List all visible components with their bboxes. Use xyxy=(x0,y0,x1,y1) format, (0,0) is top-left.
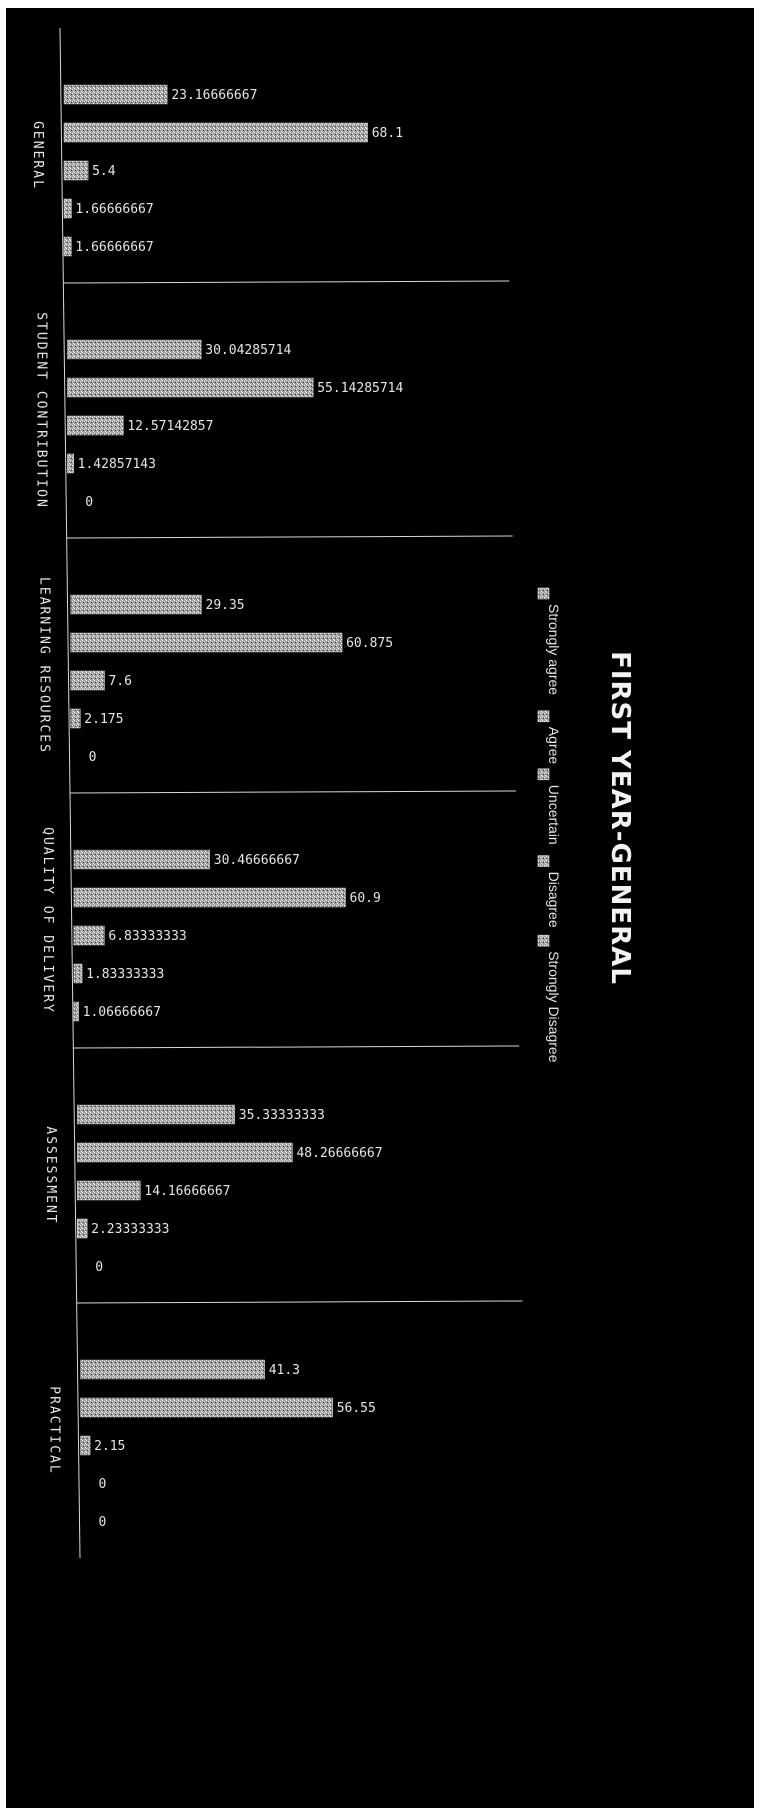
data-label: 35.33333333 xyxy=(239,1108,325,1123)
bar-2 xyxy=(80,1435,91,1456)
data-label: 56.55 xyxy=(337,1401,376,1416)
bar-1 xyxy=(70,632,343,653)
data-label: 41.3 xyxy=(269,1363,300,1378)
data-label: 1.66666667 xyxy=(75,240,153,255)
chart-title: FIRST YEAR-GENERAL xyxy=(605,651,635,985)
legend-swatch-3 xyxy=(537,855,550,867)
bar-0 xyxy=(63,84,168,105)
legend-swatch-1 xyxy=(537,710,550,723)
data-label: 0 xyxy=(95,1260,103,1275)
data-label: 55.14285714 xyxy=(317,381,403,396)
category-label: QUALITY OF DELIVERY xyxy=(40,827,55,1014)
legend-label-2: Uncertain xyxy=(546,785,562,845)
bar-1 xyxy=(73,887,346,908)
data-label: 0 xyxy=(89,750,97,765)
bar-0 xyxy=(67,339,202,360)
data-label: 30.04285714 xyxy=(205,343,291,358)
data-label: 14.16666667 xyxy=(144,1184,230,1199)
legend-label-0: Strongly agree xyxy=(546,604,562,695)
bar-3 xyxy=(67,453,74,474)
data-label: 30.46666667 xyxy=(214,853,300,868)
data-label: 2.175 xyxy=(84,712,123,727)
bar-2 xyxy=(67,415,124,436)
legend-swatch-4 xyxy=(537,934,550,947)
bar-4 xyxy=(73,1001,79,1022)
category-label: ASSESSMENT xyxy=(43,1126,58,1224)
data-label: 48.26666667 xyxy=(296,1146,382,1161)
bar-1 xyxy=(80,1397,333,1418)
group-separator xyxy=(76,1300,523,1304)
data-label: 68.1 xyxy=(372,126,403,141)
data-label: 12.57142857 xyxy=(127,419,213,434)
category-label: STUDENT CONTRIBUTION xyxy=(33,312,48,509)
data-label: 29.35 xyxy=(206,598,245,613)
bar-0 xyxy=(80,1359,265,1380)
data-label: 6.83333333 xyxy=(108,929,186,944)
bar-3 xyxy=(70,708,81,729)
group-separator xyxy=(66,535,513,539)
data-label: 1.42857143 xyxy=(78,457,156,472)
data-label: 60.9 xyxy=(350,891,381,906)
data-label: 7.6 xyxy=(108,674,131,689)
bar-2 xyxy=(63,160,89,181)
bar-2 xyxy=(73,925,105,946)
data-label: 0 xyxy=(99,1477,107,1492)
data-label: 0 xyxy=(85,495,93,510)
data-label: 2.23333333 xyxy=(91,1222,169,1237)
legend-label-1: Agree xyxy=(546,727,562,765)
bar-2 xyxy=(70,670,105,691)
bar-3 xyxy=(63,198,72,219)
data-label: 1.06666667 xyxy=(83,1005,161,1020)
legend-label-3: Disagree xyxy=(546,872,562,928)
bar-1 xyxy=(67,377,314,398)
group-separator xyxy=(63,280,510,284)
plot-area: GENERAL 23.16666667 68.1 5.4 1.66666667 1.666… xyxy=(30,27,523,1559)
category-label: PRACTICAL xyxy=(47,1386,62,1474)
data-label: 1.83333333 xyxy=(86,967,164,982)
legend: Strongly agree Agree Uncertain Disagree Stro… xyxy=(537,587,562,1063)
group-separator xyxy=(69,790,516,794)
bar-0 xyxy=(76,1104,236,1125)
data-label: 2.15 xyxy=(94,1439,125,1454)
bar-chart: GENERAL 23.16666667 68.1 5.4 1.66666667 1.666… xyxy=(30,27,635,1559)
bar-3 xyxy=(76,1218,88,1239)
bar-3 xyxy=(73,963,83,984)
bar-1 xyxy=(63,122,368,143)
bar-1 xyxy=(76,1142,293,1163)
group-separator xyxy=(73,1045,520,1049)
data-label: 5.4 xyxy=(92,164,116,179)
legend-swatch-2 xyxy=(537,768,550,781)
legend-label-4: Strongly Disagree xyxy=(546,951,562,1062)
bar-4 xyxy=(63,236,72,257)
data-label: 60.875 xyxy=(346,636,393,651)
bar-0 xyxy=(70,594,202,615)
data-label: 0 xyxy=(99,1515,107,1530)
data-label: 1.66666667 xyxy=(75,202,153,217)
category-label: GENERAL xyxy=(30,121,45,190)
category-label: LEARNING RESOURCES xyxy=(37,577,52,754)
legend-swatch-0 xyxy=(537,587,550,600)
bar-0 xyxy=(73,849,211,870)
chart-frame: GENERAL 23.16666667 68.1 5.4 1.66666667 1.666… xyxy=(6,8,754,1808)
bar-2 xyxy=(76,1180,141,1201)
data-label: 23.16666667 xyxy=(171,88,257,103)
